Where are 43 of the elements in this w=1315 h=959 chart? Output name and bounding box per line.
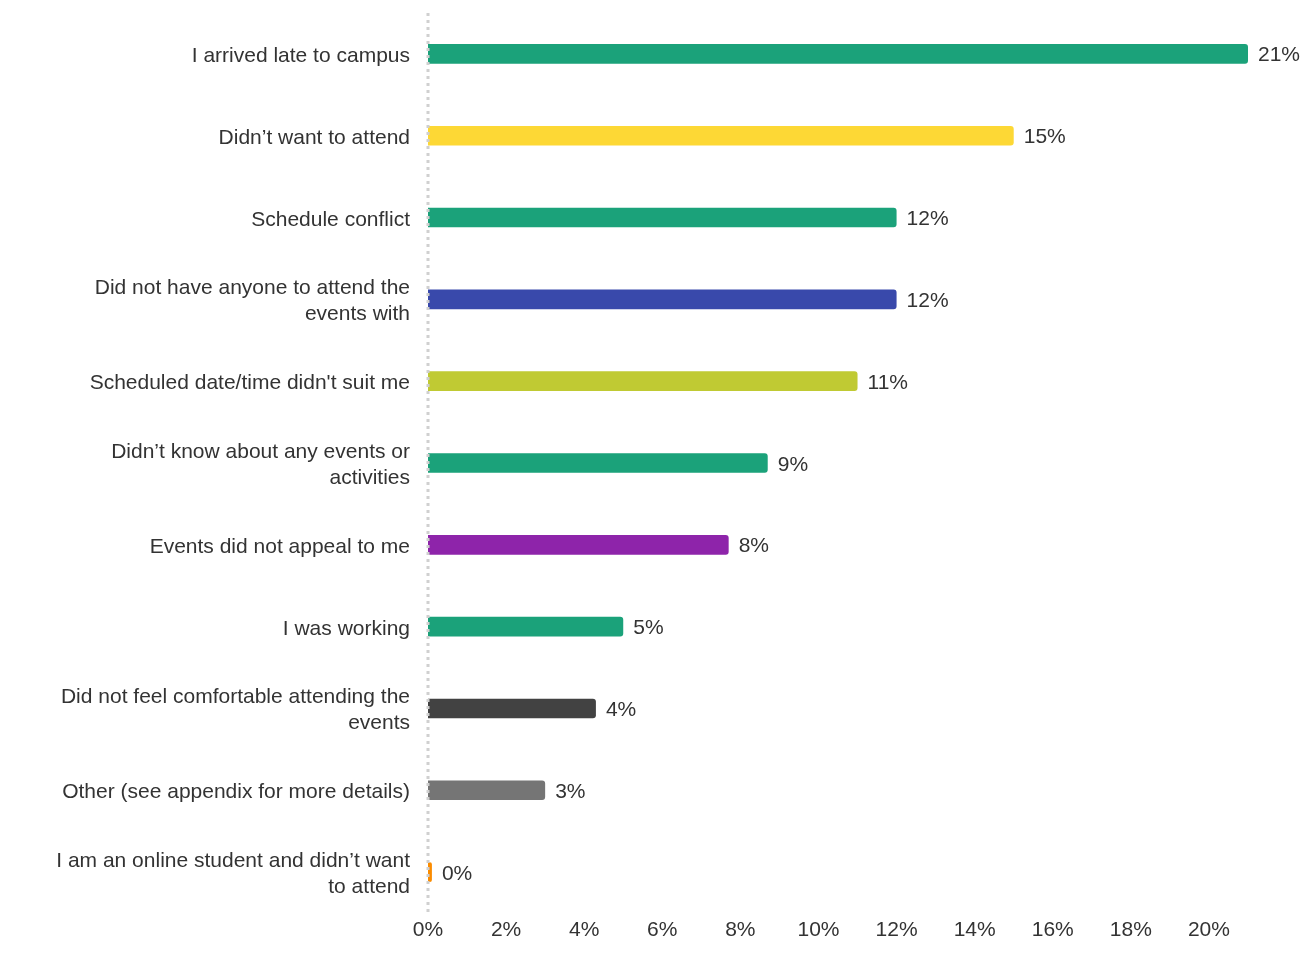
x-tick-label: 6% <box>647 916 678 940</box>
y-tick-label: Scheduled date/time didn't suit me <box>89 369 410 393</box>
bar <box>428 698 596 719</box>
data-label: 5% <box>633 615 664 639</box>
x-tick-label: 4% <box>569 916 600 940</box>
data-label: 9% <box>777 451 809 475</box>
x-tick-label: 0% <box>412 916 444 940</box>
data-label: 3% <box>555 778 586 802</box>
data-label: 21% <box>1258 42 1301 66</box>
data-label: 12% <box>906 206 949 230</box>
data-label: 12% <box>906 287 949 311</box>
y-tick-label: Didn’t want to attend <box>218 124 410 148</box>
x-tick-label: 20% <box>1187 916 1230 940</box>
bar <box>428 616 624 637</box>
y-tick-label: I am an online student and didn’t want to attend <box>56 847 411 897</box>
data-label: 0% <box>441 860 473 884</box>
bar <box>428 453 768 473</box>
y-tick-label: I was working <box>282 615 410 639</box>
bar <box>428 780 546 801</box>
bar <box>428 371 858 391</box>
y-tick-label: Events did not appeal to me <box>149 533 410 557</box>
bar <box>428 44 1248 64</box>
data-label: 11% <box>867 369 909 393</box>
x-tick-label: 12% <box>875 916 918 940</box>
y-tick-label: Other (see appendix for more details) <box>62 778 410 802</box>
data-label: 4% <box>605 696 637 720</box>
y-tick-label: Did not feel comfortable attending the events <box>60 683 410 733</box>
bar <box>428 535 729 555</box>
bar <box>428 289 897 310</box>
x-tick-label: 16% <box>1031 916 1074 940</box>
x-tick-label: 18% <box>1109 916 1152 940</box>
bar <box>428 207 897 228</box>
x-tick-label: 8% <box>725 916 756 940</box>
y-tick-label: Didn’t know about any events or activities <box>111 438 410 488</box>
data-label: 8% <box>738 533 770 557</box>
y-tick-label: Did not have anyone to attend the events with <box>94 274 410 324</box>
x-tick-label: 10% <box>797 916 840 940</box>
bar <box>428 125 1014 146</box>
x-tick-label: 14% <box>953 916 996 940</box>
data-label: 15% <box>1023 124 1066 148</box>
y-tick-label: Schedule conflict <box>251 206 411 230</box>
x-tick-label: 2% <box>490 916 522 940</box>
y-tick-label: I arrived late to campus <box>191 42 410 66</box>
